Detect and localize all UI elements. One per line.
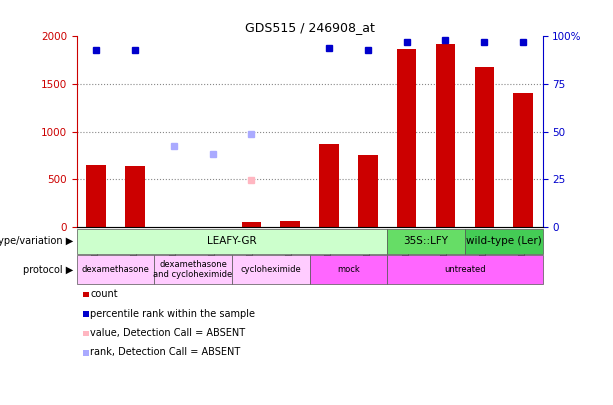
Text: value, Detection Call = ABSENT: value, Detection Call = ABSENT [91, 328, 246, 338]
Text: LEAFY-GR: LEAFY-GR [207, 237, 257, 246]
Bar [513, 93, 533, 227]
Bar [397, 49, 416, 227]
Text: dexamethasone
and cycloheximide: dexamethasone and cycloheximide [153, 260, 233, 279]
Bar [242, 222, 261, 227]
Bar [281, 221, 300, 227]
Text: cycloheximide: cycloheximide [240, 265, 301, 274]
Text: dexamethasone: dexamethasone [82, 265, 150, 274]
Text: percentile rank within the sample: percentile rank within the sample [91, 309, 256, 318]
Bar [436, 44, 455, 227]
Text: rank, Detection Call = ABSENT: rank, Detection Call = ABSENT [91, 347, 241, 357]
Bar [319, 144, 338, 227]
Text: protocol ▶: protocol ▶ [23, 265, 74, 275]
Title: GDS515 / 246908_at: GDS515 / 246908_at [245, 21, 375, 34]
Bar [474, 67, 494, 227]
Bar [125, 166, 145, 227]
Text: untreated: untreated [444, 265, 485, 274]
Text: 35S::LFY: 35S::LFY [403, 237, 449, 246]
Text: genotype/variation ▶: genotype/variation ▶ [0, 237, 74, 246]
Text: wild-type (Ler): wild-type (Ler) [466, 237, 541, 246]
Bar [86, 165, 105, 227]
Bar [358, 156, 378, 227]
Text: mock: mock [337, 265, 360, 274]
Text: count: count [91, 289, 118, 299]
